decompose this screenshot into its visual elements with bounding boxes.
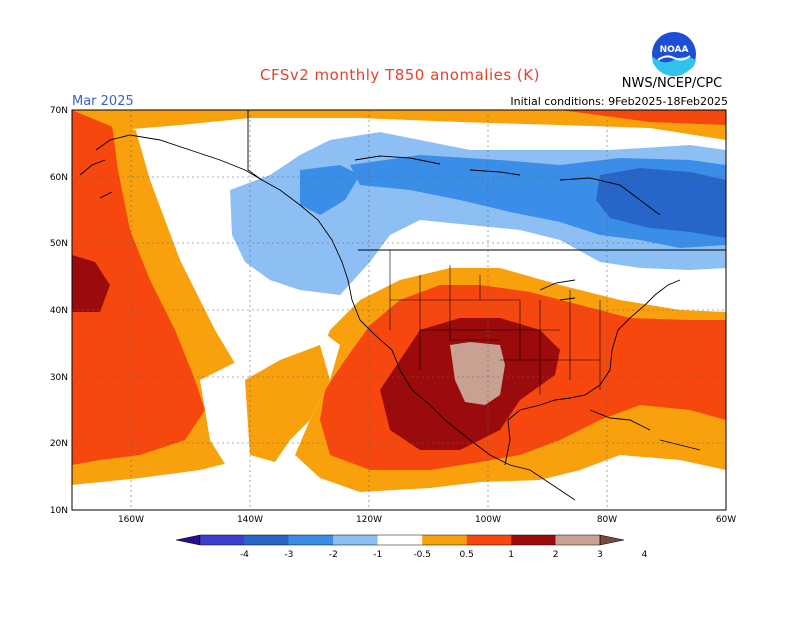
lat-tick-label: 60N (50, 173, 68, 183)
colorbar-segment (244, 535, 289, 545)
agency-label: NWS/NCEP/CPC (621, 76, 723, 91)
lat-axis: 10N 20N 30N 40N 50N 60N 70N (50, 106, 68, 516)
colorbar-segment (288, 535, 334, 545)
anomaly-region-us-max (450, 342, 505, 405)
colorbar-segment (200, 535, 245, 545)
lon-tick-label: 60W (716, 515, 736, 525)
colorbar-label: 1 (508, 550, 514, 560)
colorbar: -4 -3 -2 -1 -0.5 0.5 1 2 3 4 (175, 534, 648, 560)
colorbar-label: 4 (642, 550, 648, 560)
lat-tick-label: 20N (50, 439, 68, 449)
anomaly-region-pacific-darkred (72, 255, 110, 312)
colorbar-label: -3 (284, 550, 293, 560)
lon-tick-label: 120W (356, 515, 382, 525)
colorbar-segment (466, 535, 512, 545)
colorbar-segment (511, 535, 556, 545)
state-borders (389, 250, 601, 395)
anomaly-region-arctic-warm (72, 110, 726, 140)
lon-axis: 160W 140W 120W 100W 80W 60W (118, 515, 736, 525)
colorbar-label: -4 (240, 550, 249, 560)
colorbar-label: 3 (597, 550, 603, 560)
colorbar-frame (199, 534, 601, 546)
map-title: CFSv2 monthly T850 anomalies (K) (260, 66, 540, 84)
colorbar-arrow-low (175, 534, 201, 546)
lon-tick-label: 100W (475, 515, 501, 525)
colorbar-arrow-high (599, 534, 625, 546)
forecast-month: Mar 2025 (72, 94, 134, 109)
lon-tick-label: 80W (597, 515, 617, 525)
colorbar-label: 2 (553, 550, 559, 560)
anomaly-region-canada-colder (300, 165, 360, 215)
colorbar-segment (422, 535, 467, 545)
lat-tick-label: 70N (50, 106, 68, 116)
lat-tick-label: 10N (50, 506, 68, 516)
lon-tick-label: 140W (237, 515, 263, 525)
colorbar-label: 0.5 (460, 550, 474, 560)
anomaly-region-pacific-red (72, 110, 205, 465)
colorbar-label: -0.5 (413, 550, 431, 560)
lon-tick-label: 160W (118, 515, 144, 525)
initial-conditions: Initial conditions: 9Feb2025-18Feb2025 (510, 95, 728, 108)
lat-tick-label: 40N (50, 306, 68, 316)
colorbar-segment (333, 535, 378, 545)
colorbar-label: -2 (329, 550, 338, 560)
lat-tick-label: 30N (50, 373, 68, 383)
colorbar-segment (377, 535, 423, 545)
noaa-logo-text: NOAA (660, 45, 689, 55)
noaa-logo-icon: NOAA (652, 32, 696, 76)
lat-tick-label: 50N (50, 239, 68, 249)
anomaly-region-canada-coldest (596, 168, 726, 238)
colorbar-label: -1 (373, 550, 382, 560)
colorbar-segment (555, 535, 600, 545)
coastlines (79, 110, 726, 501)
gridlines (72, 110, 726, 510)
